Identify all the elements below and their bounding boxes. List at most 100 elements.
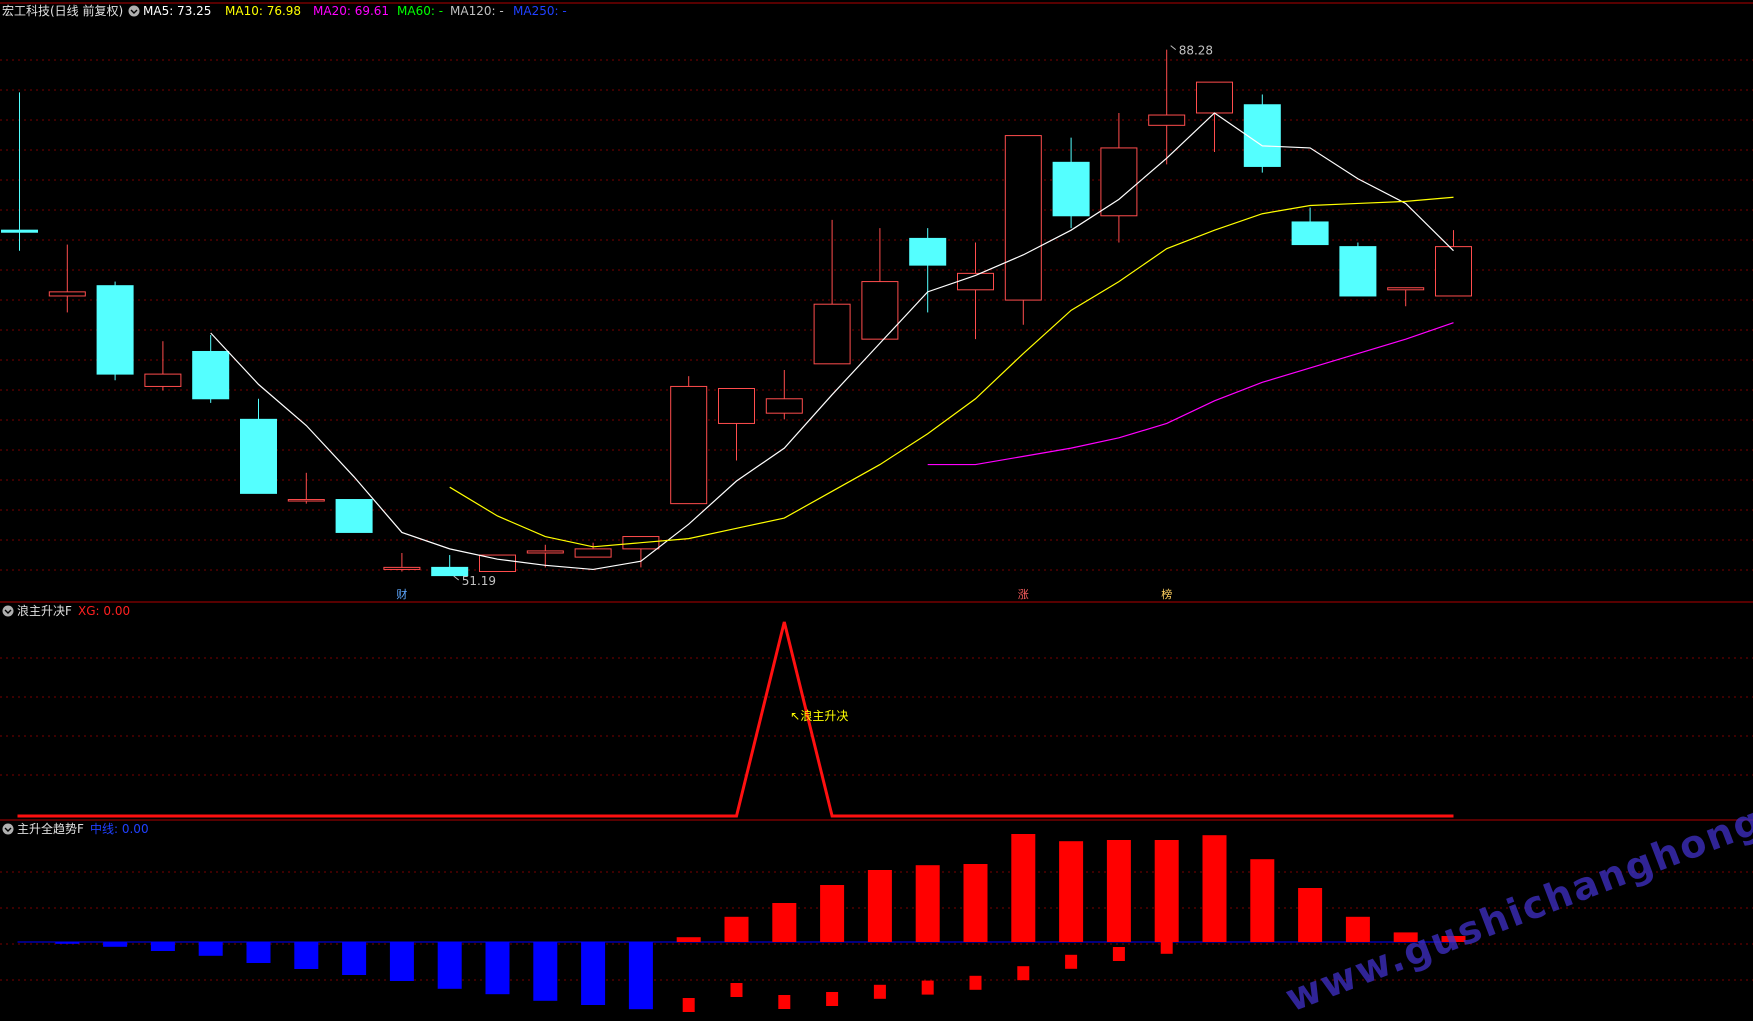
watermark: www.gushichanghong.com xyxy=(1279,758,1753,1020)
candle-body xyxy=(1435,246,1472,297)
candle-body xyxy=(383,566,421,570)
ma120-label: MA120: - xyxy=(450,4,504,18)
candle-body xyxy=(718,387,755,424)
marker-arrow xyxy=(1170,45,1177,51)
marker-arrow xyxy=(453,575,460,581)
trend-bar xyxy=(820,885,845,942)
candle-body xyxy=(574,548,612,558)
moving-average-lines xyxy=(210,112,1454,571)
trend-bar xyxy=(963,864,988,942)
trend-bar xyxy=(342,942,367,975)
ma5-line xyxy=(210,112,1454,571)
trend-bar xyxy=(628,942,653,1010)
xg-panel-title: 浪主升决F xyxy=(17,603,72,618)
trend-sub-bar xyxy=(778,995,791,1009)
trend-indicator-panel[interactable] xyxy=(17,834,1466,1012)
trend-sub-bar xyxy=(682,998,695,1012)
candle-body xyxy=(48,291,86,297)
candle-body xyxy=(670,385,708,505)
trend-sub-bar xyxy=(921,980,934,995)
price-panel-header: 宏工科技(日线 前复权) MA5: 73.25 MA10: 76.98 MA20… xyxy=(2,3,567,18)
trend-bar xyxy=(1202,835,1227,942)
candle-body xyxy=(1339,246,1377,297)
trend-bar xyxy=(1250,859,1275,942)
trend-sub-bar xyxy=(969,975,982,990)
xg-line xyxy=(17,621,1454,818)
candle-body xyxy=(1387,287,1425,291)
candle-body xyxy=(1,229,38,233)
trend-bar xyxy=(437,942,462,989)
grid-lines xyxy=(0,59,1753,981)
event-tag: 涨 xyxy=(1018,588,1029,601)
event-tag: 财 xyxy=(396,587,407,601)
ma20-label: MA20: 69.61 xyxy=(313,4,389,18)
trend-bar xyxy=(55,942,80,944)
candle-body xyxy=(431,566,469,577)
xg-indicator-panel[interactable]: ↖浪主升决 xyxy=(17,621,1454,818)
chevron-down-icon[interactable] xyxy=(2,605,14,617)
trend-bar xyxy=(915,865,940,942)
trend-bar xyxy=(1393,932,1418,942)
trend-bar xyxy=(1345,916,1370,942)
trend-bar xyxy=(150,942,175,951)
candle-body xyxy=(335,499,373,533)
trend-sub-bar xyxy=(873,984,886,999)
candle-body xyxy=(765,398,803,414)
candle-body xyxy=(1052,161,1090,217)
trend-bar xyxy=(676,937,701,942)
xg-panel-header: 浪主升决F XG: 0.00 xyxy=(2,603,130,618)
trend-bar xyxy=(1441,936,1466,942)
price-panel[interactable] xyxy=(1,49,1472,577)
ma5-label: MA5: 73.25 xyxy=(143,4,211,18)
trend-bar xyxy=(485,942,510,995)
trend-bar xyxy=(103,942,128,947)
trend-bar xyxy=(1298,888,1323,942)
panel-frames xyxy=(0,2,1753,821)
trend-sub-bar xyxy=(1112,947,1125,961)
candle-body xyxy=(144,373,182,387)
event-tags: 财涨榜 xyxy=(396,587,1172,601)
trend-sub-bar xyxy=(1065,954,1078,969)
candle-body xyxy=(813,303,851,365)
candle-body xyxy=(526,550,564,554)
trend-bar xyxy=(294,942,319,969)
candle-body xyxy=(1100,147,1138,217)
ma250-label: MA250: - xyxy=(513,4,567,18)
trend-value: 中线: 0.00 xyxy=(90,821,149,836)
trend-sub-bar xyxy=(1160,939,1173,954)
ma20-line xyxy=(927,322,1454,466)
trend-bar xyxy=(1106,840,1131,942)
candle-body xyxy=(479,554,516,572)
xg-value: XG: 0.00 xyxy=(78,604,130,618)
trend-bar xyxy=(1059,841,1084,942)
chevron-down-icon[interactable] xyxy=(128,5,140,17)
candle-body xyxy=(909,237,947,266)
trend-bar xyxy=(246,942,271,963)
price-markers: 51.19 88.28 xyxy=(453,44,1213,588)
stock-title: 宏工科技(日线 前复权) xyxy=(2,3,123,18)
ma10-label: MA10: 76.98 xyxy=(225,4,301,18)
candle-body xyxy=(1196,81,1233,114)
price-marker-label: 51.19 xyxy=(462,574,496,588)
trend-sub-bar xyxy=(1017,966,1030,981)
chevron-down-icon[interactable] xyxy=(2,823,14,835)
candle-body xyxy=(1148,114,1186,126)
candle-body xyxy=(96,285,134,375)
trend-panel-title: 主升全趋势F xyxy=(17,821,84,836)
trend-bar xyxy=(772,903,797,942)
trend-bar xyxy=(198,942,223,956)
candle-body xyxy=(1291,221,1329,246)
price-marker-label: 88.28 xyxy=(1179,44,1213,58)
trend-sub-bar xyxy=(826,992,839,1006)
trend-bar xyxy=(867,870,892,942)
candle-body xyxy=(192,350,230,400)
trend-bar xyxy=(1154,840,1179,942)
candle-body xyxy=(1004,135,1042,301)
trend-sub-bar xyxy=(730,983,743,997)
trend-bar xyxy=(724,916,749,942)
trend-bar xyxy=(533,942,558,1001)
xg-annotation: ↖浪主升决 xyxy=(790,708,848,723)
candle-body xyxy=(287,499,325,502)
candle-body xyxy=(240,418,277,494)
